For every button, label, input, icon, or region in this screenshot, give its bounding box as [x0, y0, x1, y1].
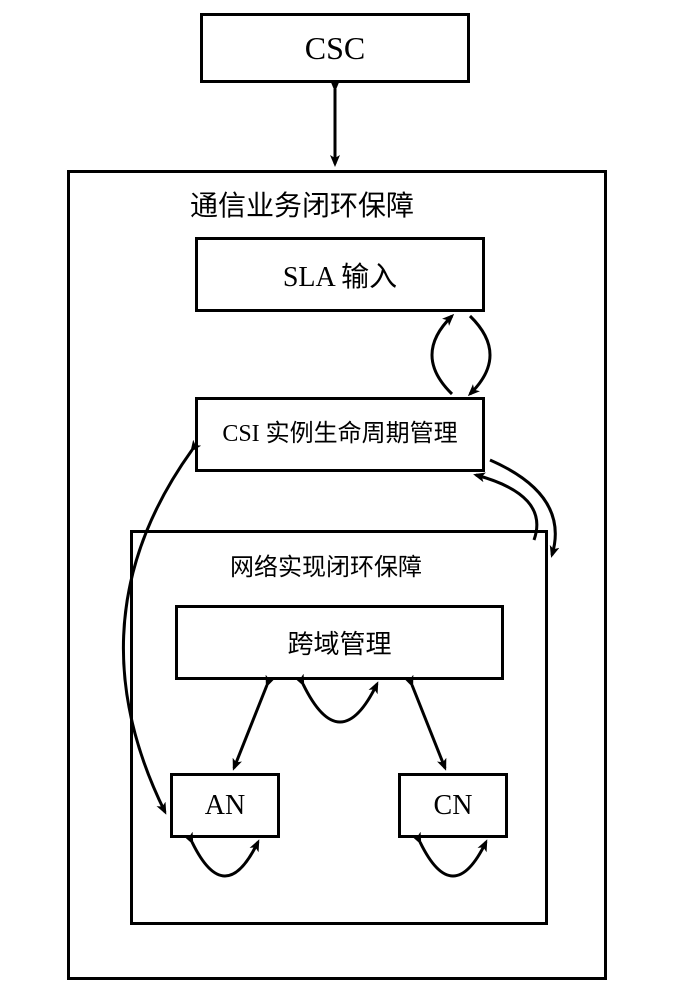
- sla-box: SLA 输入: [195, 237, 485, 312]
- inner-box: [130, 530, 548, 925]
- csi-box: CSI 实例生命周期管理: [195, 397, 485, 472]
- csc-box: CSC: [200, 13, 470, 83]
- outer-title: 通信业务闭环保障: [190, 184, 414, 224]
- csc-label: CSC: [305, 30, 365, 67]
- an-box: AN: [170, 773, 280, 838]
- cn-box: CN: [398, 773, 508, 838]
- inner-title: 网络实现闭环保障: [230, 547, 422, 582]
- an-label: AN: [205, 790, 245, 822]
- sla-label: SLA 输入: [283, 255, 397, 295]
- cross-domain-box: 跨域管理: [175, 605, 504, 680]
- cn-label: CN: [434, 790, 473, 822]
- cross-domain-label: 跨域管理: [287, 624, 391, 661]
- csi-label: CSI 实例生命周期管理: [222, 420, 457, 449]
